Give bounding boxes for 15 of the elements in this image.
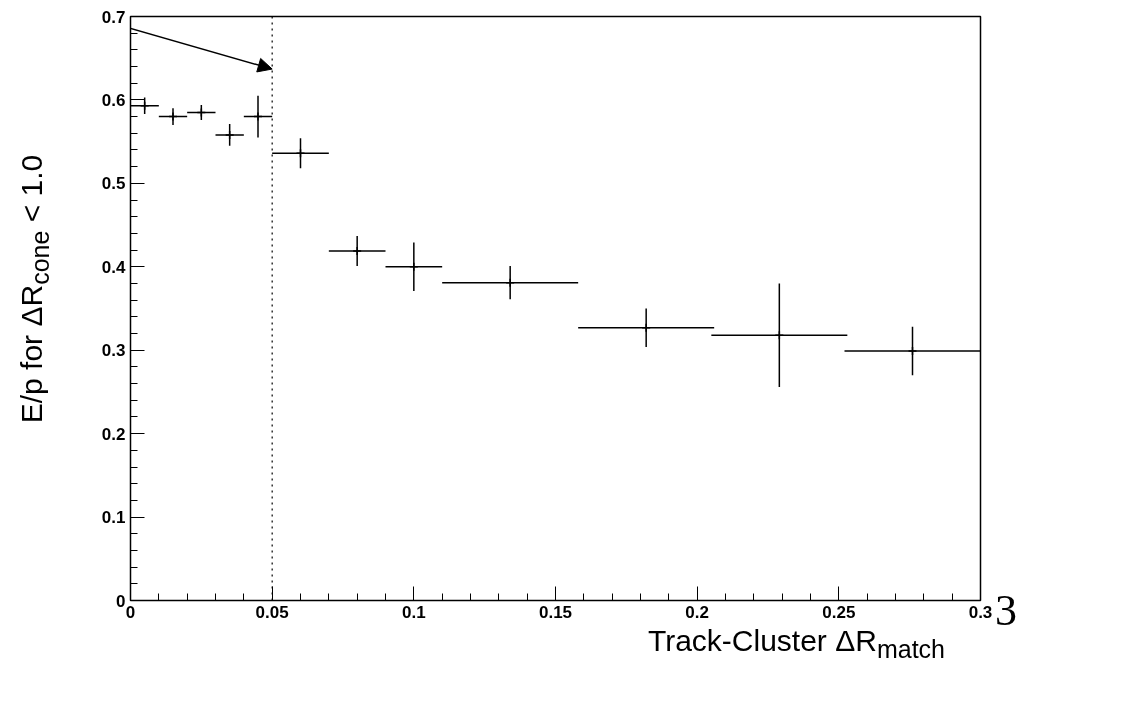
text: 3: [995, 586, 1017, 635]
y-tick-label: 0.3: [101, 341, 126, 361]
y-tick-label: 0.6: [101, 90, 126, 110]
y-tick-label: 0.4: [101, 257, 127, 277]
x-tick-label: 0.05: [255, 602, 289, 622]
x-tick-label: 0.15: [538, 602, 573, 622]
x-tick-label: 0.1: [402, 602, 426, 622]
x-tick-label: 0.2: [685, 602, 709, 622]
x-tick-label: 0.25: [822, 602, 856, 622]
y-tick-label: 0.5: [101, 174, 126, 194]
x-tick-label: 0.3: [968, 602, 993, 622]
y-tick-label: 0.2: [101, 424, 126, 444]
y-tick-label: 0.7: [101, 7, 126, 27]
x-axis-title: Track-Cluster ΔR$_{match}$: [646, 623, 945, 665]
y-tick-label: 0.1: [101, 508, 126, 528]
